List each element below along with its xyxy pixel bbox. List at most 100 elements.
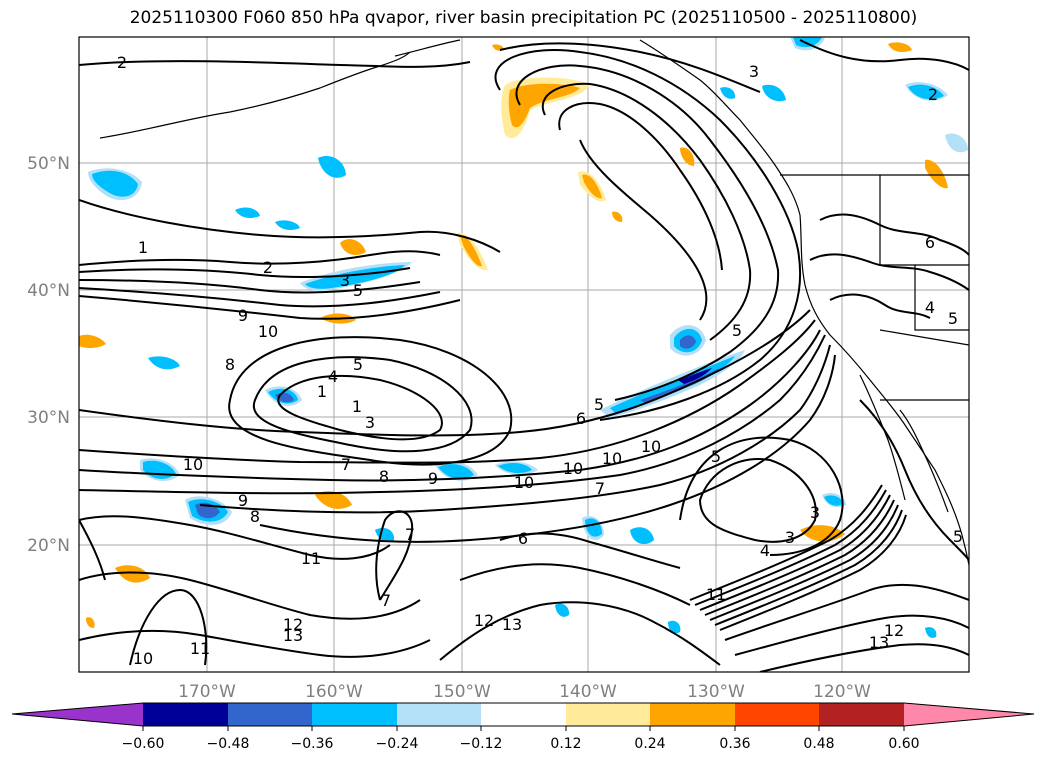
lon-tick-label: 140°W [559, 682, 617, 702]
contour-subtropical-loop [277, 374, 443, 441]
contour-label: 13 [869, 633, 889, 652]
contour-label: 6 [925, 233, 935, 252]
contour-label: 10 [258, 322, 278, 341]
colorbar-extend-right [904, 703, 1034, 726]
contour-label: 2 [117, 53, 127, 72]
contour-labels: 2 3 2 1 2 3 5 9 10 8 5 4 1 3 1 6 5 10 7 … [117, 53, 963, 668]
lon-axis: 170°W 160°W 150°W 140°W 130°W 120°W [178, 682, 871, 702]
lat-tick-label: 20°N [27, 536, 70, 556]
colorbar-label: −0.48 [207, 736, 250, 752]
contour-label: 6 [576, 409, 586, 428]
contour-label: 12 [283, 615, 303, 634]
contour-label: 8 [379, 467, 389, 486]
contour-label: 3 [785, 528, 795, 547]
colorbar-label: 0.60 [888, 736, 919, 752]
lat-tick-label: 40°N [27, 281, 70, 301]
contour-label: 10 [602, 449, 622, 468]
colorbar-segment [312, 703, 397, 726]
contour-label: 1 [317, 382, 327, 401]
colorbar-segment [143, 703, 228, 726]
colorbar-segment [566, 703, 650, 726]
colorbar-label: −0.12 [460, 736, 503, 752]
colorbar-extend-left [12, 703, 143, 726]
contour-label: 9 [238, 306, 248, 325]
lon-tick-label: 130°W [687, 682, 745, 702]
contour-label: 10 [563, 459, 583, 478]
plot-area [79, 37, 969, 672]
colorbar: −0.60 −0.48 −0.36 −0.24 −0.12 0.12 0.24 … [11, 702, 1035, 752]
contour-label: 5 [594, 395, 604, 414]
contour-label: 4 [925, 298, 935, 317]
contour-label: 1 [352, 397, 362, 416]
colorbar-label: 0.12 [550, 736, 581, 752]
colorbar-segment [481, 703, 566, 726]
colorbar-label: 0.36 [719, 736, 750, 752]
lon-tick-label: 160°W [305, 682, 363, 702]
colorbar-segment [735, 703, 819, 726]
coastlines [99, 39, 969, 566]
contour-label: 5 [353, 281, 363, 300]
precip-shading [79, 37, 968, 638]
coastline-baja [859, 374, 906, 501]
coastline-alaska-peninsula [99, 51, 411, 139]
colorbar-label: −0.24 [376, 736, 419, 752]
contour-label: 10 [183, 455, 203, 474]
lat-tick-label: 50°N [27, 154, 70, 174]
border-us-mexico [879, 329, 969, 346]
plot-frame [78, 36, 970, 673]
qvapor-contours [79, 39, 969, 672]
contour-label: 3 [340, 271, 350, 290]
contour-label: 9 [428, 469, 438, 488]
contour-label: 7 [405, 525, 415, 544]
contour-label: 6 [518, 529, 528, 548]
colorbar-label: 0.24 [634, 736, 665, 752]
contour-label: 5 [732, 321, 742, 340]
lon-tick-label: 170°W [178, 682, 236, 702]
contour-label: 1 [138, 238, 148, 257]
colorbar-label: −0.60 [122, 736, 165, 752]
contour-label: 3 [749, 62, 759, 81]
contour-label: 5 [953, 527, 963, 546]
colorbar-segment [819, 703, 904, 726]
contour-loop-center [579, 139, 708, 321]
contour-label: 7 [381, 591, 391, 610]
contour-label: 4 [760, 541, 770, 560]
contour-label: 3 [365, 413, 375, 432]
contour-label: 12 [884, 621, 904, 640]
contour-label: 9 [238, 491, 248, 510]
contour-label: 10 [133, 649, 153, 668]
contour-label: 10 [514, 473, 534, 492]
contour-label: 2 [263, 258, 273, 277]
contour-label: 12 [474, 611, 494, 630]
contour-loop-gulf [494, 48, 802, 421]
contour-label: 13 [502, 615, 522, 634]
colorbar-label: −0.36 [291, 736, 334, 752]
colorbar-segment [650, 703, 735, 726]
coastline-north-america [639, 39, 969, 566]
contour-label: 4 [328, 367, 338, 386]
precip-positive-gulf-alaska-core [508, 83, 580, 128]
contour-label: 7 [595, 479, 605, 498]
contour-label: 8 [225, 355, 235, 374]
contour-2-northern [79, 60, 471, 68]
contour-label: 11 [706, 585, 726, 604]
contour-label: 3 [810, 503, 820, 522]
contour-label: 10 [641, 437, 661, 456]
contour-label: 5 [948, 309, 958, 328]
contour-label: 11 [190, 639, 210, 658]
colorbar-segment [397, 703, 481, 726]
map-title: 2025110300 F060 850 hPa qvapor, river ba… [129, 8, 918, 28]
contour-label: 2 [928, 85, 938, 104]
contour-label: 5 [711, 447, 721, 466]
contour-label: 11 [301, 549, 321, 568]
contour-label: 8 [250, 507, 260, 526]
colorbar-segment [228, 703, 312, 726]
contour-se-jet [689, 484, 883, 601]
lon-tick-label: 150°W [433, 682, 491, 702]
lat-axis: 50°N 40°N 30°N 20°N [27, 154, 70, 556]
contour-label: 5 [353, 355, 363, 374]
lat-tick-label: 30°N [27, 408, 70, 428]
contour-label: 13 [283, 626, 303, 645]
colorbar-label: 0.48 [803, 736, 834, 752]
